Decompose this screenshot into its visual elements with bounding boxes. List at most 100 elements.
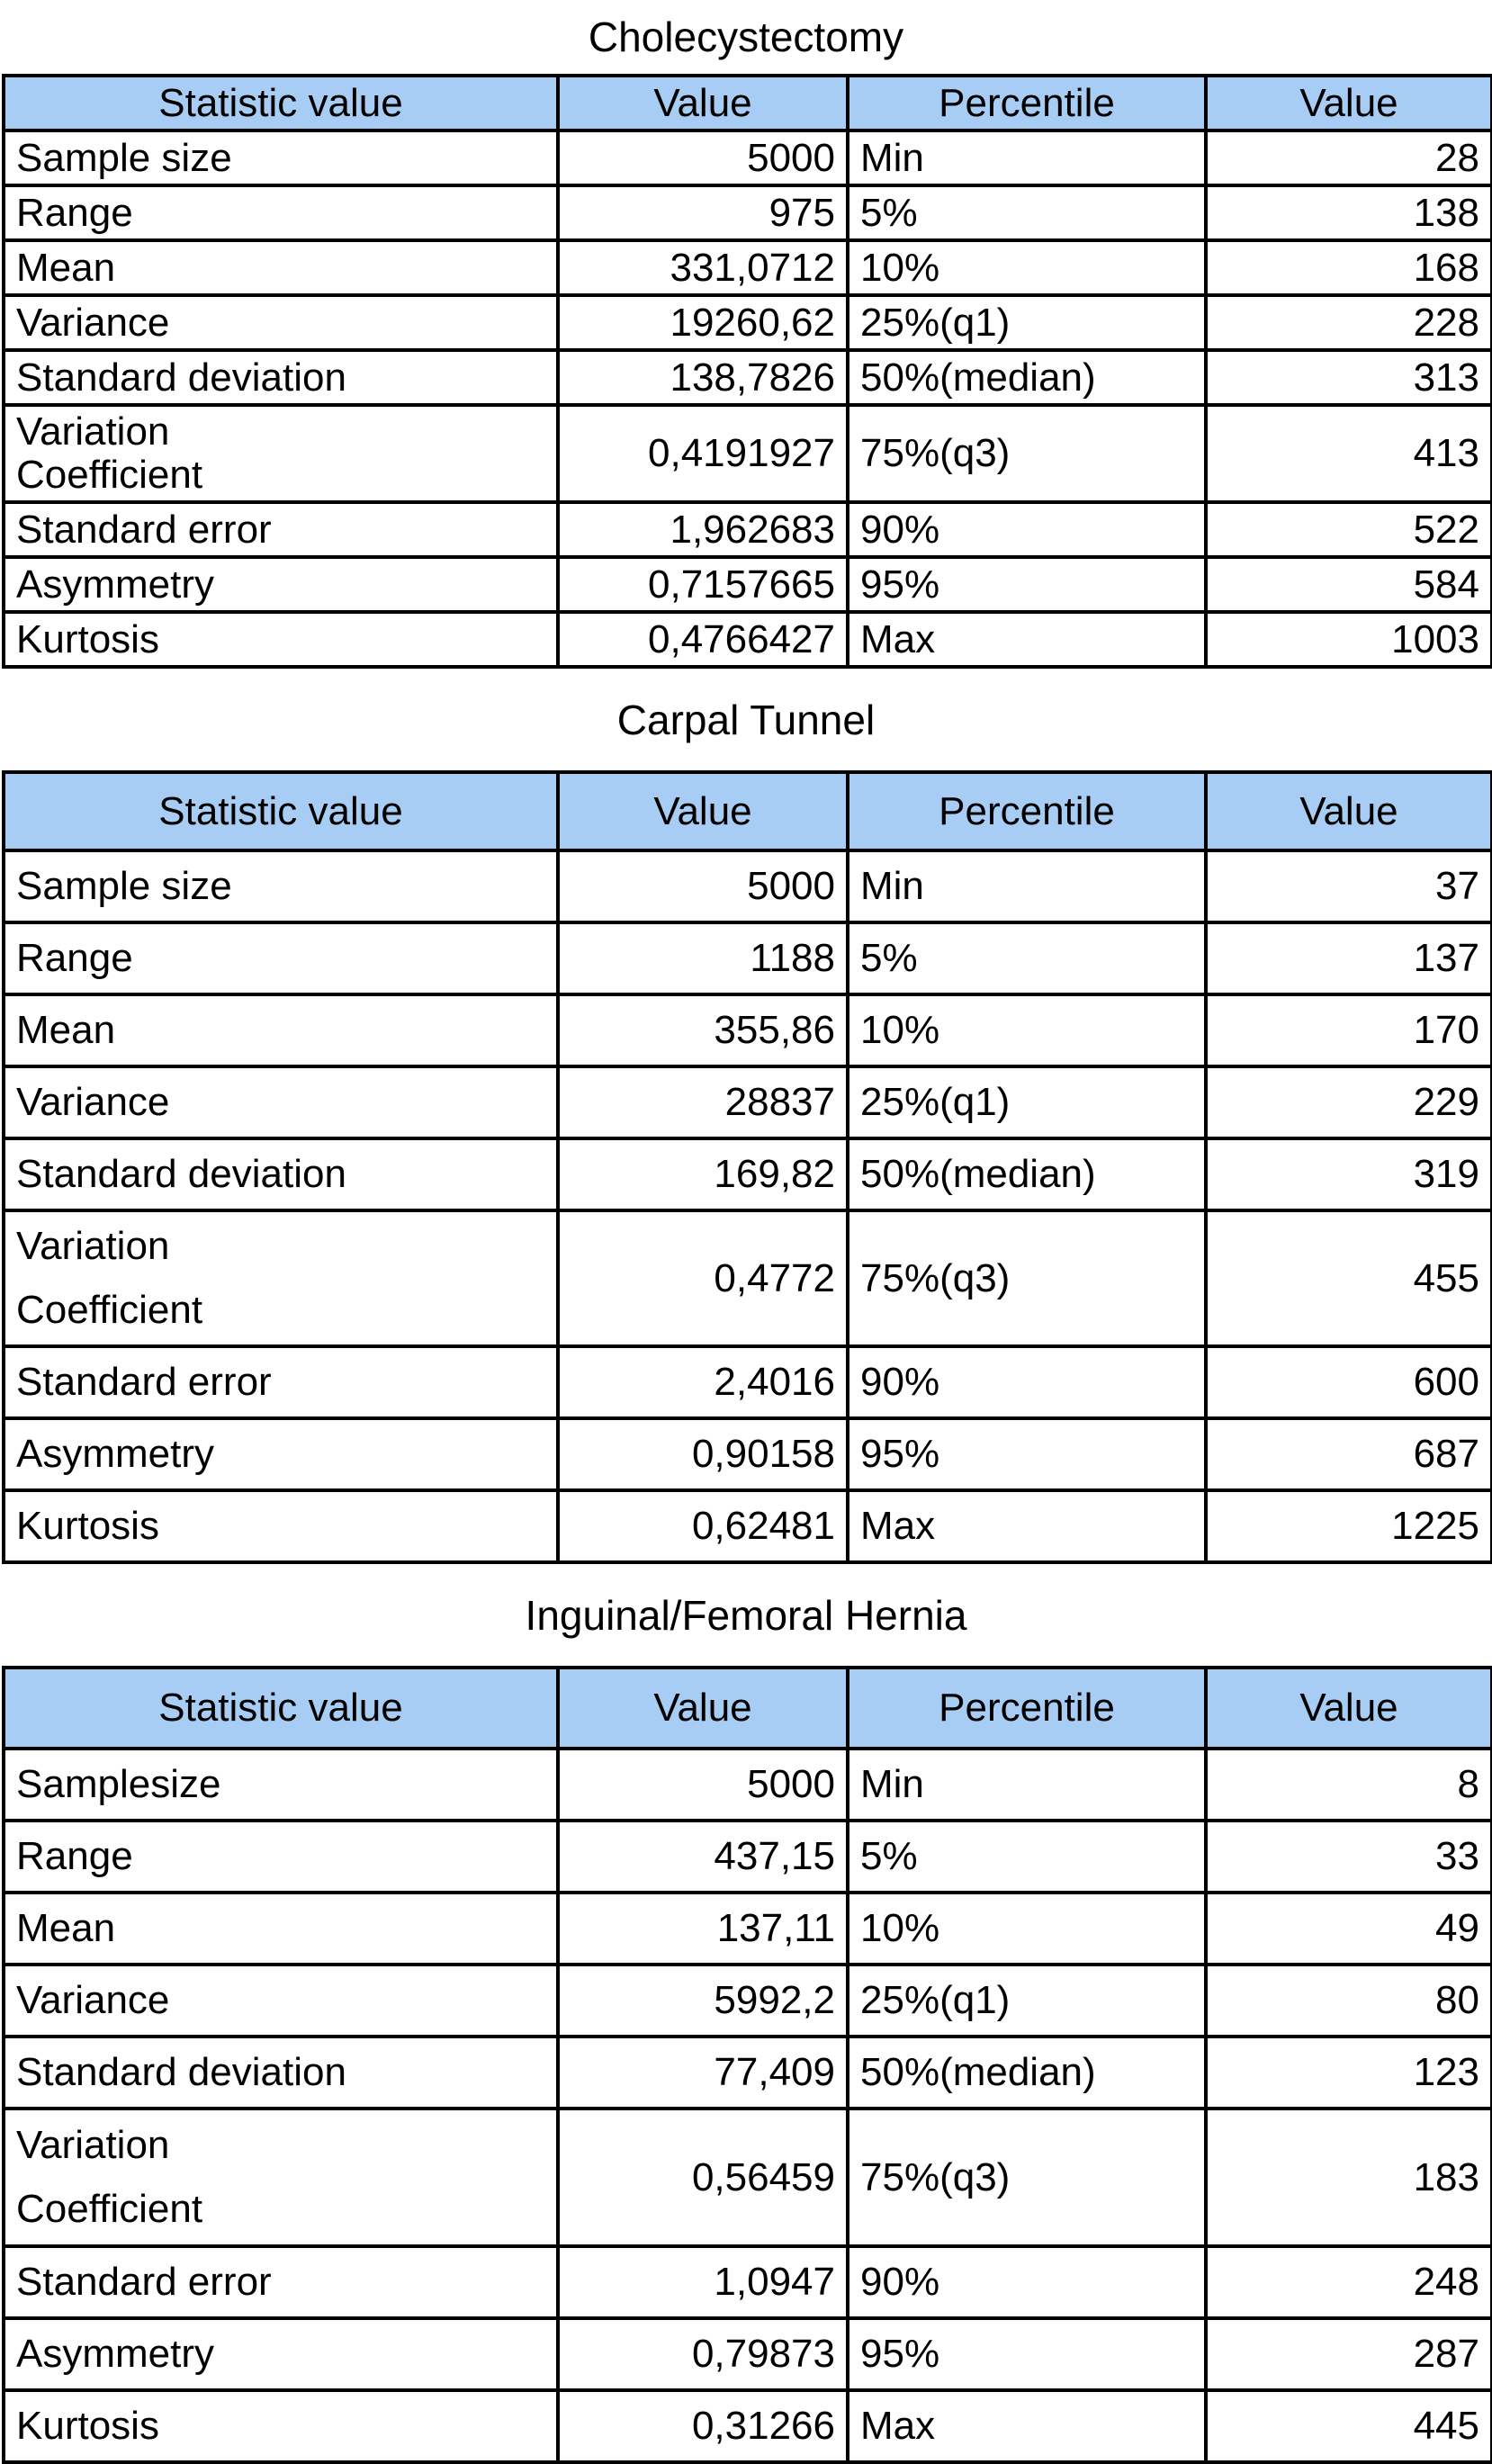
table-cell: Sample size <box>2 849 560 924</box>
header-cell: Value <box>556 1666 849 1750</box>
table-title: Cholecystectomy <box>588 13 904 60</box>
table-cell: 5% <box>846 921 1208 996</box>
table-cell: Mean <box>2 238 560 297</box>
table-row: Kurtosis 0,62481 Max 1225 <box>2 1488 1492 1564</box>
table-cell: 0,4772 <box>556 1209 849 1348</box>
table-row: Mean 355,86 10% 170 <box>2 993 1492 1068</box>
cell-text: Variation Coefficient <box>16 2123 203 2231</box>
table-cell: 229 <box>1204 1065 1492 1140</box>
table-cell: 138 <box>1204 184 1492 242</box>
table-row: Sample size 5000 Min 28 <box>2 129 1492 187</box>
table-row: Range 1188 5% 137 <box>2 921 1492 996</box>
table-cell: 600 <box>1204 1344 1492 1420</box>
table-cell: Mean <box>2 993 560 1068</box>
table-cell: Kurtosis <box>2 2388 560 2464</box>
table-cell: 355,86 <box>556 993 849 1068</box>
table-row: Asymmetry 0,7157665 95% 584 <box>2 555 1492 614</box>
table-cell: 75%(q3) <box>846 403 1208 504</box>
table-cell: 19260,62 <box>556 293 849 352</box>
table-cell: Max <box>846 610 1208 669</box>
table-cell: 49 <box>1204 1891 1492 1966</box>
table-cell: 77,409 <box>556 2035 849 2110</box>
table-cell: Standard deviation <box>2 1137 560 1212</box>
table-cell: Standard error <box>2 500 560 559</box>
table-cell: Variance <box>2 293 560 352</box>
table-cell: 1003 <box>1204 610 1492 669</box>
table-row: Standard error 2,4016 90% 600 <box>2 1344 1492 1420</box>
table-cell: 445 <box>1204 2388 1492 2464</box>
header-cell: Value <box>1204 74 1492 132</box>
table-cell: 50%(median) <box>846 1137 1208 1212</box>
table-cell: 0,4766427 <box>556 610 849 669</box>
table-row: Variation Coefficient 0,4191927 75%(q3) 413 <box>2 403 1492 504</box>
table-cell: 287 <box>1204 2316 1492 2392</box>
table-cell: Kurtosis <box>2 1488 560 1564</box>
table-cell: Standard error <box>2 1344 560 1420</box>
cell-text: Variation Coefficient <box>16 1224 203 1332</box>
table-row: Mean 137,11 10% 49 <box>2 1891 1492 1966</box>
table-cell: 90% <box>846 1344 1208 1420</box>
header-cell: Percentile <box>846 770 1208 852</box>
table-cell: 413 <box>1204 403 1492 504</box>
table-cell: 228 <box>1204 293 1492 352</box>
header-row: Statistic value Value Percentile Value <box>2 770 1492 852</box>
table-cell: Range <box>2 1819 560 1894</box>
table-cell: 90% <box>846 2244 1208 2320</box>
table-cell: 584 <box>1204 555 1492 614</box>
table-title: Inguinal/Femoral Hernia <box>525 1591 967 1639</box>
header-cell: Percentile <box>846 74 1208 132</box>
table-cell: 1,0947 <box>556 2244 849 2320</box>
table-cell: 455 <box>1204 1209 1492 1348</box>
table-row: Standard deviation 169,82 50%(median) 319 <box>2 1137 1492 1212</box>
table-cell: 10% <box>846 993 1208 1068</box>
table-cell: 2,4016 <box>556 1344 849 1420</box>
table-cell: Variance <box>2 1065 560 1140</box>
table-cell: 28837 <box>556 1065 849 1140</box>
table-cell: 168 <box>1204 238 1492 297</box>
cell-text: Variation Coefficient <box>16 409 203 497</box>
table-cell: 28 <box>1204 129 1492 187</box>
header-row: Statistic value Value Percentile Value <box>2 74 1492 132</box>
table-cell: 137 <box>1204 921 1492 996</box>
table-row: Kurtosis 0,4766427 Max 1003 <box>2 610 1492 669</box>
table-cell: 0,56459 <box>556 2107 849 2248</box>
table-cell: 95% <box>846 1416 1208 1492</box>
table-cell: Max <box>846 2388 1208 2464</box>
table-cell: 25%(q1) <box>846 1065 1208 1140</box>
table-cell: Max <box>846 1488 1208 1564</box>
header-cell: Value <box>556 74 849 132</box>
header-cell: Statistic value <box>2 74 560 132</box>
table-cell: Samplesize <box>2 1747 560 1822</box>
table-cell: Variation Coefficient <box>2 403 560 504</box>
table-cell: 0,31266 <box>556 2388 849 2464</box>
table-cell: 75%(q3) <box>846 2107 1208 2248</box>
table-title: Carpal Tunnel <box>616 696 876 743</box>
table-cell: Range <box>2 184 560 242</box>
table-cell: 183 <box>1204 2107 1492 2248</box>
table-cell: 0,79873 <box>556 2316 849 2392</box>
table-row: Range 975 5% 138 <box>2 184 1492 242</box>
table-cell: Standard deviation <box>2 348 560 407</box>
table-cell: Variation Coefficient <box>2 1209 560 1348</box>
table-cell: 687 <box>1204 1416 1492 1492</box>
table-cell: 5000 <box>556 129 849 187</box>
table-cell: 75%(q3) <box>846 1209 1208 1348</box>
table-cell: 95% <box>846 2316 1208 2392</box>
table-cell: 90% <box>846 500 1208 559</box>
table-cell: 1225 <box>1204 1488 1492 1564</box>
table-row: Standard error 1,962683 90% 522 <box>2 500 1492 559</box>
table-row: Mean 331,0712 10% 168 <box>2 238 1492 297</box>
stats-table: Statistic value Value Percentile Value Sampl… <box>2 770 1492 1564</box>
table-cell: 95% <box>846 555 1208 614</box>
header-row: Statistic value Value Percentile Value <box>2 1666 1492 1750</box>
table-row: Standard deviation 77,409 50%(median) 123 <box>2 2035 1492 2110</box>
table-cell: 522 <box>1204 500 1492 559</box>
table-cell: 437,15 <box>556 1819 849 1894</box>
table-row: Variance 28837 25%(q1) 229 <box>2 1065 1492 1140</box>
table-row: Variance 5992,2 25%(q1) 80 <box>2 1963 1492 2038</box>
table-row: Samplesize 5000 Min 8 <box>2 1747 1492 1822</box>
table-cell: 33 <box>1204 1819 1492 1894</box>
table-cell: 975 <box>556 184 849 242</box>
